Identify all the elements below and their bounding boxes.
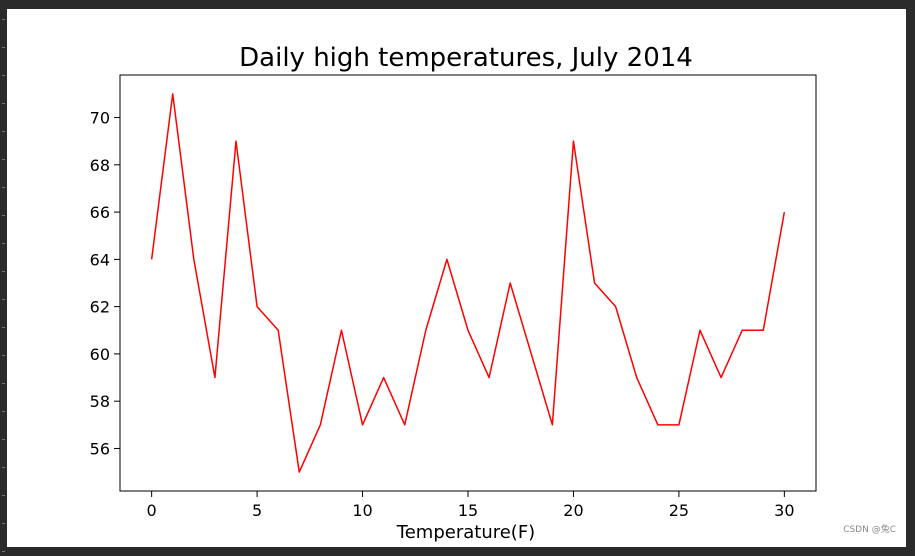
y-axis: 56 58 60 62 64 66 68 70 [90,109,120,458]
figure-canvas: Daily high temperatures, July 2014 0 5 10 1… [7,9,906,547]
gutter-dash [2,327,5,328]
y-tick-label: 60 [90,345,110,364]
gutter-dash [2,19,5,20]
series-line-temperature [150,93,786,473]
gutter-dash [2,439,5,440]
plot-area [119,74,817,492]
y-tick-label: 66 [90,203,110,222]
gutter-dash [2,187,5,188]
x-tick-label: 0 [147,501,157,520]
y-tick-label: 64 [90,250,110,269]
gutter-dash [2,495,5,496]
y-tick-label: 70 [90,109,110,128]
x-tick-label: 25 [669,501,689,520]
x-tick-label: 20 [563,501,583,520]
window-left-gutter [0,9,7,556]
gutter-dash [2,523,5,524]
y-tick-label: 56 [90,439,110,458]
y-tick-label: 68 [90,156,110,175]
window-top-bar [0,0,915,9]
gutter-dash [2,215,5,216]
y-tick-label: 58 [90,392,110,411]
gutter-dash [2,159,5,160]
gutter-dash [2,355,5,356]
x-axis-label: Temperature(F) [396,522,535,543]
gutter-dash [2,551,5,552]
gutter-dash [2,467,5,468]
gutter-dash [2,299,5,300]
gutter-dash [2,411,5,412]
gutter-dash [2,103,5,104]
x-tick-label: 30 [774,501,794,520]
gutter-dash [2,271,5,272]
gutter-dash [2,243,5,244]
chart-title: Daily high temperatures, July 2014 [239,43,693,73]
gutter-dash [2,131,5,132]
x-tick-label: 10 [352,501,372,520]
gutter-dash [2,75,5,76]
watermark: CSDN @兔C [843,525,896,535]
line-chart: Daily high temperatures, July 2014 0 5 10 1… [90,43,817,543]
x-axis: 0 5 10 15 20 25 30 [147,491,795,520]
gutter-dash [2,383,5,384]
series-group [150,93,786,473]
gutter-dash [2,47,5,48]
x-tick-label: 5 [252,501,262,520]
y-tick-label: 62 [90,298,110,317]
x-tick-label: 15 [458,501,478,520]
